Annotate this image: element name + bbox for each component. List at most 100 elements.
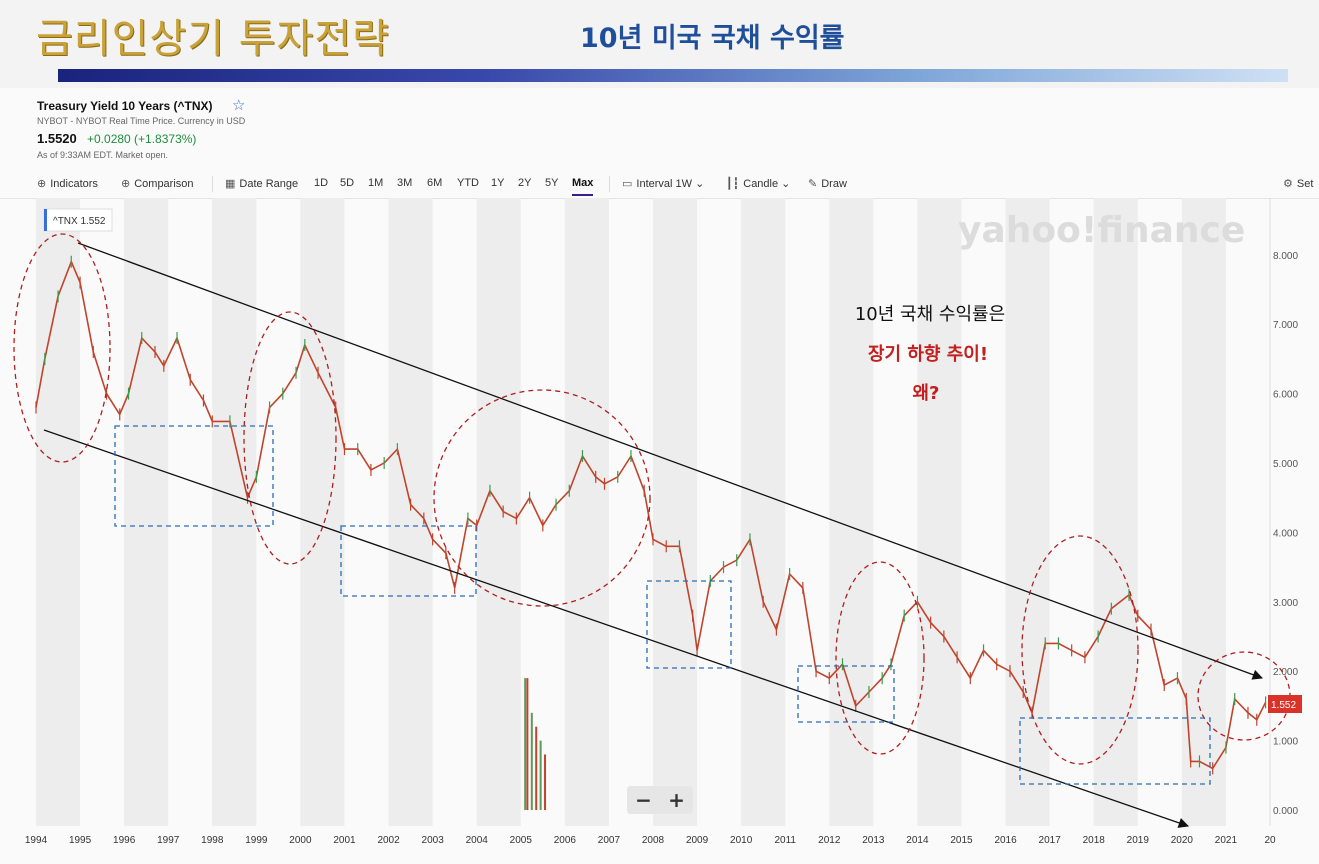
year-band [741, 198, 786, 826]
y-tick-label: 2.000 [1273, 667, 1298, 678]
x-tick-label: 2006 [554, 835, 577, 846]
x-tick-label: 2004 [466, 835, 489, 846]
watermark: yahoo!finance [958, 210, 1245, 251]
comparison-button[interactable]: ⊕ Comparison [121, 177, 194, 190]
date-range-button[interactable]: ▦ Date Range [225, 177, 298, 190]
x-tick-label: 1996 [113, 835, 136, 846]
y-tick-label: 3.000 [1273, 598, 1298, 609]
x-tick-label: 2017 [1039, 835, 1062, 846]
x-tick-label: 2001 [333, 835, 356, 846]
x-tick-label: 2009 [686, 835, 709, 846]
zoom-in-button[interactable]: + [668, 788, 685, 812]
x-tick-label: 2016 [994, 835, 1017, 846]
x-tick-label: 2011 [774, 835, 796, 846]
year-band [829, 198, 874, 826]
x-tick-label: 1995 [69, 835, 92, 846]
pencil-icon: ✎ [808, 178, 818, 190]
series-label-swatch [44, 209, 47, 231]
x-tick-label: 2014 [906, 835, 929, 846]
range-1y[interactable]: 1Y [491, 177, 505, 189]
range-max[interactable]: Max [572, 177, 594, 196]
volume-bar [530, 712, 533, 810]
x-tick-label: 1999 [245, 835, 268, 846]
x-tick-label: 2005 [510, 835, 533, 846]
draw-label: Draw [821, 178, 847, 190]
quote-price: 1.5520 [37, 131, 77, 146]
range-1m[interactable]: 1M [368, 177, 384, 189]
peak-ellipse [243, 311, 337, 565]
gear-icon: ⚙ [1283, 178, 1293, 190]
x-tick-label: 2002 [377, 835, 400, 846]
x-tick-label: 2018 [1083, 835, 1106, 846]
volume-bar [524, 678, 527, 810]
interval-button[interactable]: ▭ Interval 1W ⌄ [622, 177, 704, 190]
indicators-button[interactable]: ⊕ Indicators [37, 177, 98, 190]
chart-toolbar: ⊕ Indicators ⊕ Comparison ▦ Date Range 1D 5… [0, 170, 1319, 199]
trough-box [797, 665, 895, 723]
upper-trend-arrow [77, 242, 1263, 680]
trough-box [114, 425, 274, 527]
year-band [1181, 198, 1226, 826]
range-5d[interactable]: 5D [340, 177, 355, 189]
chevron-down-icon: ⌄ [781, 178, 791, 190]
y-tick-label: 6.000 [1273, 390, 1298, 401]
range-1d[interactable]: 1D [314, 177, 329, 189]
range-2y[interactable]: 2Y [518, 177, 532, 189]
calendar-icon: ▦ [225, 178, 236, 190]
interval-icon: ▭ [622, 178, 633, 190]
year-band [564, 198, 609, 826]
x-tick-label: 1997 [157, 835, 180, 846]
zoom-controls: − + [627, 786, 693, 814]
star-icon[interactable]: ☆ [232, 96, 246, 114]
lower-trend-arrow [43, 429, 1189, 828]
volume-bar [526, 678, 529, 810]
year-band [300, 198, 345, 826]
trough-box [646, 580, 732, 669]
title-underline-bar [58, 69, 1288, 82]
x-tick-label: 2019 [1127, 835, 1150, 846]
y-tick-label: 1.000 [1273, 737, 1298, 748]
year-band [212, 198, 257, 826]
date-range-label: Date Range [239, 178, 299, 190]
x-tick-label: 2020 [1171, 835, 1194, 846]
year-band [1093, 198, 1138, 826]
chart-type-label: Candle [743, 178, 779, 190]
quote-name: Treasury Yield 10 Years (^TNX) [37, 99, 213, 113]
year-band [36, 198, 81, 826]
indicators-label: Indicators [50, 178, 98, 190]
range-6m[interactable]: 6M [427, 177, 443, 189]
y-tick-label: 8.000 [1273, 251, 1298, 262]
chart-type-button[interactable]: ┃┇ Candle ⌄ [726, 177, 790, 190]
range-ytd[interactable]: YTD [457, 177, 479, 189]
peak-ellipse [13, 233, 111, 463]
toolbar-divider [212, 176, 213, 192]
year-band [388, 198, 433, 826]
annotation-emphasis: 장기 하향 추이! [868, 344, 988, 365]
y-tick-label: 0.000 [1273, 806, 1298, 817]
peak-ellipse [1021, 535, 1139, 765]
candle-icon: ┃┇ [726, 178, 740, 190]
last-price-tag [1268, 695, 1302, 713]
x-tick-label: 2008 [642, 835, 665, 846]
zoom-out-button[interactable]: − [635, 788, 652, 812]
slide-subtitle: 10년 미국 국채 수익률 [580, 23, 845, 54]
x-tick-label: 2007 [598, 835, 621, 846]
range-3m[interactable]: 3M [397, 177, 413, 189]
y-tick-label: 4.000 [1273, 528, 1298, 539]
settings-button[interactable]: ⚙ Set [1283, 177, 1313, 190]
volume-bar [535, 726, 538, 810]
range-5y[interactable]: 5Y [545, 177, 559, 189]
year-band [1005, 198, 1050, 826]
plus-circle-icon: ⊕ [37, 178, 47, 190]
slide-title: 금리인상기 투자전략 [36, 16, 390, 62]
x-tick-label: 2003 [422, 835, 445, 846]
volume-bar [544, 754, 547, 810]
trough-box [340, 525, 477, 597]
peak-ellipse [835, 561, 925, 755]
quote-change: +0.0280 (+1.8373%) [87, 132, 197, 146]
x-tick-label: 2010 [730, 835, 753, 846]
draw-button[interactable]: ✎ Draw [808, 177, 847, 190]
x-tick-label: 2021 [1215, 835, 1238, 846]
quote-as-of: As of 9:33AM EDT. Market open. [37, 150, 169, 160]
price-chart[interactable]: 8.000 7.000 6.000 5.000 4.000 3.000 2.000 1.000… [0, 198, 1319, 864]
